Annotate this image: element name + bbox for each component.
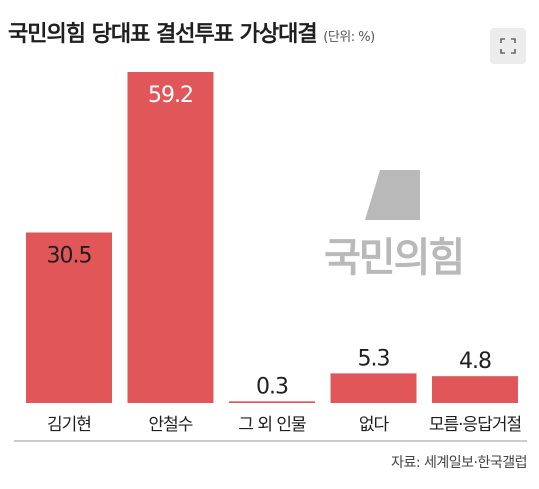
source-note: 자료: 세계일보·한국갤럽: [391, 455, 527, 471]
expand-button[interactable]: [490, 28, 526, 64]
category-label-0: 김기현: [47, 415, 91, 435]
party-logo-mark: [365, 170, 420, 220]
bar-1: [127, 72, 214, 403]
value-label-0: 30.5: [47, 243, 92, 268]
category-label-1: 안철수: [149, 415, 193, 435]
bar-0: [26, 232, 112, 403]
value-label-1: 59.2: [148, 83, 193, 108]
value-label-3: 5.3: [358, 346, 390, 371]
category-label-3: 없다: [359, 415, 390, 435]
bar-2: [229, 401, 315, 403]
bar-3: [330, 373, 417, 403]
party-logo: 국민의힘: [320, 165, 480, 281]
category-label-2: 그 외 인물: [238, 415, 306, 435]
bar-4: [432, 376, 518, 403]
chart-title: 국민의힘 당대표 결선투표 가상대결 (단위: %): [8, 16, 375, 48]
party-logo-text: 국민의힘: [324, 235, 465, 281]
value-label-4: 4.8: [459, 349, 491, 374]
value-label-2: 0.3: [256, 374, 288, 399]
unit-label: (단위: %): [323, 30, 375, 45]
category-label-4: 모름·응답거절: [429, 415, 522, 435]
expand-icon: [500, 38, 516, 54]
chart-title-text: 국민의힘 당대표 결선투표 가상대결: [8, 22, 318, 47]
